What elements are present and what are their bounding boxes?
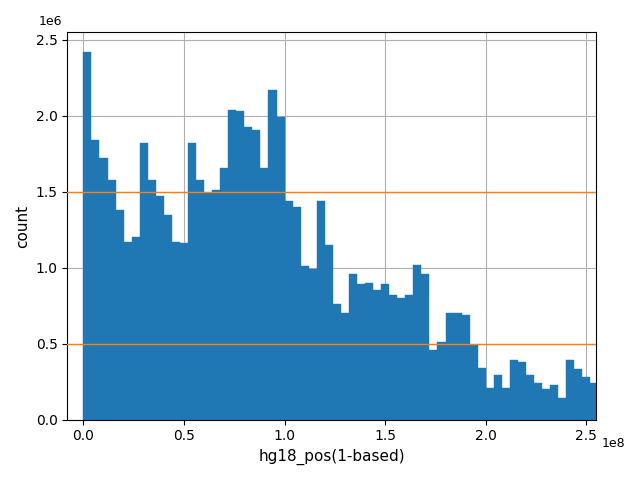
Bar: [108, 180, 116, 420]
Bar: [268, 90, 276, 420]
Bar: [285, 201, 292, 420]
Bar: [116, 210, 124, 420]
Bar: [486, 388, 494, 420]
Bar: [574, 370, 582, 420]
Y-axis label: count: count: [15, 204, 30, 248]
Bar: [244, 127, 252, 420]
Bar: [494, 375, 502, 420]
Bar: [445, 313, 454, 420]
Bar: [518, 362, 526, 420]
Bar: [196, 180, 204, 420]
Bar: [413, 264, 421, 420]
Bar: [389, 295, 397, 420]
Text: 1e8: 1e8: [602, 437, 625, 450]
Bar: [558, 398, 566, 420]
Bar: [566, 360, 574, 420]
Bar: [534, 383, 542, 420]
Bar: [156, 196, 164, 420]
Bar: [148, 180, 156, 420]
Text: 1e6: 1e6: [38, 15, 62, 28]
Bar: [132, 237, 140, 420]
Bar: [140, 143, 148, 420]
Bar: [180, 243, 188, 420]
Bar: [99, 158, 108, 420]
Bar: [260, 168, 268, 420]
Bar: [614, 395, 623, 420]
Bar: [477, 368, 486, 420]
Bar: [365, 283, 373, 420]
Bar: [83, 52, 92, 420]
Bar: [542, 389, 550, 420]
Bar: [526, 375, 534, 420]
Bar: [630, 397, 639, 420]
Bar: [598, 384, 607, 420]
Bar: [454, 313, 461, 420]
Bar: [301, 266, 308, 420]
Bar: [550, 384, 558, 420]
Bar: [252, 130, 260, 420]
Bar: [325, 245, 333, 420]
Bar: [212, 190, 220, 420]
Bar: [397, 298, 405, 420]
Bar: [317, 201, 325, 420]
Bar: [276, 118, 285, 420]
Bar: [373, 290, 381, 420]
Bar: [92, 140, 99, 420]
Bar: [172, 242, 180, 420]
Bar: [349, 274, 357, 420]
Bar: [607, 382, 614, 420]
Bar: [333, 304, 341, 420]
Bar: [421, 274, 429, 420]
Bar: [510, 360, 518, 420]
Bar: [228, 110, 236, 420]
Bar: [292, 207, 301, 420]
Bar: [470, 345, 477, 420]
Bar: [220, 168, 228, 420]
Bar: [438, 342, 445, 420]
Bar: [164, 215, 172, 420]
Bar: [236, 111, 244, 420]
Bar: [188, 143, 196, 420]
Bar: [308, 269, 317, 420]
Bar: [357, 285, 365, 420]
Bar: [590, 383, 598, 420]
Bar: [381, 285, 389, 420]
Bar: [405, 295, 413, 420]
Bar: [204, 193, 212, 420]
Bar: [502, 388, 510, 420]
X-axis label: hg18_pos(1-based): hg18_pos(1-based): [259, 449, 405, 465]
Bar: [124, 242, 132, 420]
Bar: [341, 313, 349, 420]
Bar: [429, 350, 438, 420]
Bar: [639, 401, 640, 420]
Bar: [582, 377, 590, 420]
Bar: [623, 389, 630, 420]
Bar: [461, 315, 470, 420]
